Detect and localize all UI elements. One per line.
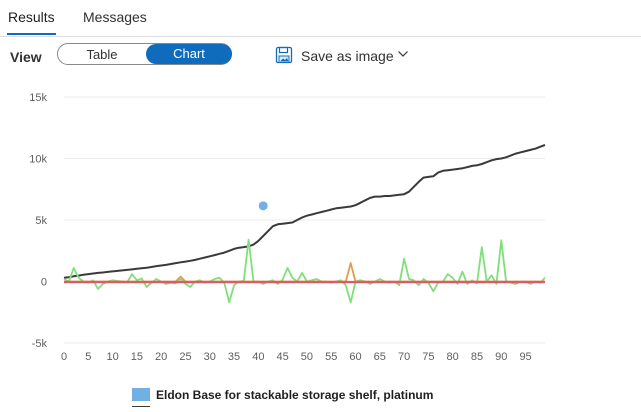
legend-label: Eldon Base for stackable storage shelf, … <box>156 388 433 402</box>
x-tick-label: 95 <box>519 351 531 363</box>
y-tick-label: 15k <box>29 92 47 104</box>
x-tick-label: 80 <box>447 351 459 363</box>
y-tick-label: 0 <box>41 277 47 289</box>
table-view-button[interactable]: Table <box>86 47 118 62</box>
active-tab-indicator <box>7 33 56 35</box>
tab-messages[interactable]: Messages <box>83 9 147 25</box>
view-toolbar: View Table Chart Save as image <box>0 38 641 72</box>
chart-area: 15k 10k 5k 0 -5k 0 5 10 15 20 25 30 35 40 45 50 55 60 65 70… <box>0 72 641 409</box>
x-tick-label: 25 <box>179 351 191 363</box>
x-tick-label: 55 <box>325 351 337 363</box>
x-tick-label: 30 <box>204 351 216 363</box>
legend-swatch <box>132 388 150 401</box>
x-tick-label: 65 <box>374 351 386 363</box>
line-chart: 15k 10k 5k 0 -5k 0 5 10 15 20 25 30 35 40 45 50 55 60 65 70… <box>29 92 546 409</box>
series-line-1 <box>63 144 546 279</box>
x-tick-label: 60 <box>349 351 361 363</box>
x-tick-label: 50 <box>301 351 313 363</box>
x-tick-label: 20 <box>155 351 167 363</box>
save-as-image-label: Save as image <box>301 48 394 64</box>
view-toggle: Table Chart <box>57 43 232 65</box>
view-label: View <box>10 49 42 65</box>
chart-view-button[interactable]: Chart <box>146 44 232 64</box>
series-line-2 <box>63 238 546 304</box>
x-tick-label: 90 <box>495 351 507 363</box>
chevron-down-icon[interactable] <box>397 48 409 60</box>
x-tick-label: 35 <box>228 351 240 363</box>
y-tick-label: 5k <box>35 215 47 227</box>
x-tick-label: 45 <box>277 351 289 363</box>
scatter-point <box>258 201 268 211</box>
x-tick-label: 15 <box>131 351 143 363</box>
y-tick-label: 10k <box>29 154 47 166</box>
x-tick-label: 70 <box>398 351 410 363</box>
x-tick-label: 10 <box>106 351 118 363</box>
x-tick-label: 75 <box>422 351 434 363</box>
x-tick-label: 0 <box>61 351 67 363</box>
x-tick-label: 40 <box>252 351 264 363</box>
y-tick-label: -5k <box>32 338 48 350</box>
x-tick-label: 85 <box>471 351 483 363</box>
save-image-icon <box>275 46 293 64</box>
results-tab-bar: Results Messages <box>0 0 641 37</box>
tab-results[interactable]: Results <box>8 9 55 25</box>
x-tick-label: 5 <box>85 351 91 363</box>
